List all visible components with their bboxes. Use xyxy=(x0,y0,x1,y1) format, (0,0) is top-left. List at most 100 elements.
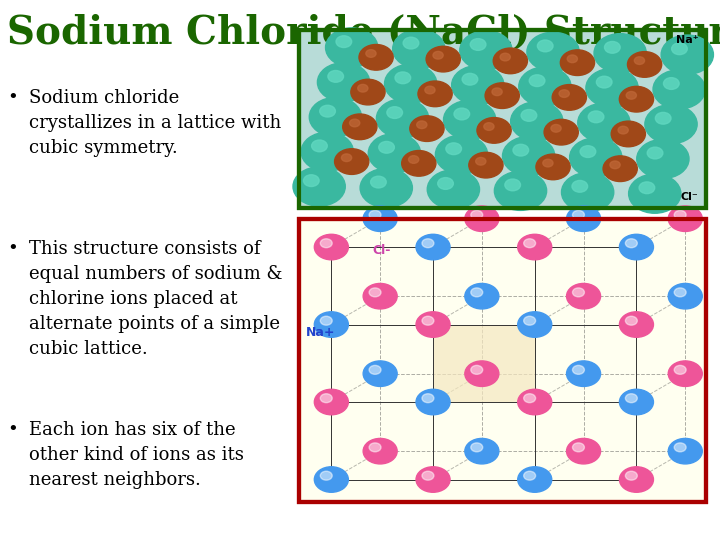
Circle shape xyxy=(668,361,702,387)
Circle shape xyxy=(328,71,343,82)
Circle shape xyxy=(523,239,536,248)
Polygon shape xyxy=(433,325,535,402)
Circle shape xyxy=(293,167,346,206)
Circle shape xyxy=(436,135,487,174)
Circle shape xyxy=(596,76,612,88)
Circle shape xyxy=(359,44,393,70)
Circle shape xyxy=(341,154,351,161)
Circle shape xyxy=(369,366,381,374)
Circle shape xyxy=(410,116,444,141)
Text: This structure consists of
equal numbers of sodium &
chlorine ions placed at
alt: This structure consists of equal numbers… xyxy=(29,240,282,359)
Circle shape xyxy=(661,35,714,74)
Circle shape xyxy=(647,147,663,159)
Text: Each ion has six of the
other kind of ions as its
nearest neighbors.: Each ion has six of the other kind of io… xyxy=(29,421,243,489)
Circle shape xyxy=(626,91,636,99)
Circle shape xyxy=(521,110,537,122)
Circle shape xyxy=(586,69,638,107)
Circle shape xyxy=(639,182,654,194)
Circle shape xyxy=(559,90,570,97)
Circle shape xyxy=(668,284,702,309)
Circle shape xyxy=(560,50,595,76)
Circle shape xyxy=(485,83,519,109)
Circle shape xyxy=(315,389,348,415)
Circle shape xyxy=(544,119,578,145)
Circle shape xyxy=(618,126,629,134)
Circle shape xyxy=(518,234,552,260)
Circle shape xyxy=(523,394,536,403)
Circle shape xyxy=(377,99,428,138)
Circle shape xyxy=(369,443,381,452)
Circle shape xyxy=(465,438,499,464)
Circle shape xyxy=(580,146,595,158)
Circle shape xyxy=(570,138,622,177)
Circle shape xyxy=(315,467,348,492)
Circle shape xyxy=(493,48,528,74)
Bar xyxy=(299,219,706,502)
Circle shape xyxy=(336,36,351,48)
Circle shape xyxy=(349,119,360,127)
Circle shape xyxy=(425,86,435,94)
Circle shape xyxy=(619,234,654,260)
Circle shape xyxy=(543,159,553,167)
Circle shape xyxy=(567,284,600,309)
Bar xyxy=(299,30,706,208)
Circle shape xyxy=(471,443,482,452)
Circle shape xyxy=(320,105,336,117)
Circle shape xyxy=(619,467,654,492)
Circle shape xyxy=(335,148,369,174)
Circle shape xyxy=(465,206,499,232)
Circle shape xyxy=(417,121,427,129)
Circle shape xyxy=(523,471,536,480)
Circle shape xyxy=(567,206,600,232)
Circle shape xyxy=(379,141,395,153)
Circle shape xyxy=(320,316,332,325)
Circle shape xyxy=(418,81,452,107)
Circle shape xyxy=(523,316,536,325)
Circle shape xyxy=(369,288,381,297)
Circle shape xyxy=(552,85,586,110)
Circle shape xyxy=(470,38,486,50)
Circle shape xyxy=(588,111,604,123)
Circle shape xyxy=(360,168,413,207)
Circle shape xyxy=(462,73,478,85)
Circle shape xyxy=(567,438,600,464)
Circle shape xyxy=(422,471,434,480)
Circle shape xyxy=(465,361,499,387)
Circle shape xyxy=(645,105,697,144)
Circle shape xyxy=(318,63,369,102)
Circle shape xyxy=(476,158,486,165)
Circle shape xyxy=(495,171,546,211)
Circle shape xyxy=(358,84,368,92)
Circle shape xyxy=(567,55,577,63)
Circle shape xyxy=(343,114,377,140)
Circle shape xyxy=(422,316,434,325)
Text: •: • xyxy=(7,240,18,258)
Circle shape xyxy=(315,312,348,338)
Circle shape xyxy=(518,467,552,492)
Circle shape xyxy=(403,37,419,49)
Circle shape xyxy=(416,312,450,338)
Text: Cl-: Cl- xyxy=(372,244,390,257)
Circle shape xyxy=(310,97,361,137)
Circle shape xyxy=(500,53,510,61)
Circle shape xyxy=(422,394,434,403)
Circle shape xyxy=(619,86,654,112)
Circle shape xyxy=(363,284,397,309)
Circle shape xyxy=(427,170,480,209)
Circle shape xyxy=(519,67,571,106)
Circle shape xyxy=(655,112,671,124)
Circle shape xyxy=(518,312,552,338)
Circle shape xyxy=(674,211,686,219)
Circle shape xyxy=(469,152,503,178)
Circle shape xyxy=(416,389,450,415)
Circle shape xyxy=(492,88,502,96)
Circle shape xyxy=(536,154,570,180)
Circle shape xyxy=(433,51,444,59)
Circle shape xyxy=(363,206,397,232)
Circle shape xyxy=(594,33,647,73)
Circle shape xyxy=(320,394,332,403)
Circle shape xyxy=(567,361,600,387)
Circle shape xyxy=(653,70,706,109)
Circle shape xyxy=(320,239,332,248)
Circle shape xyxy=(626,316,637,325)
